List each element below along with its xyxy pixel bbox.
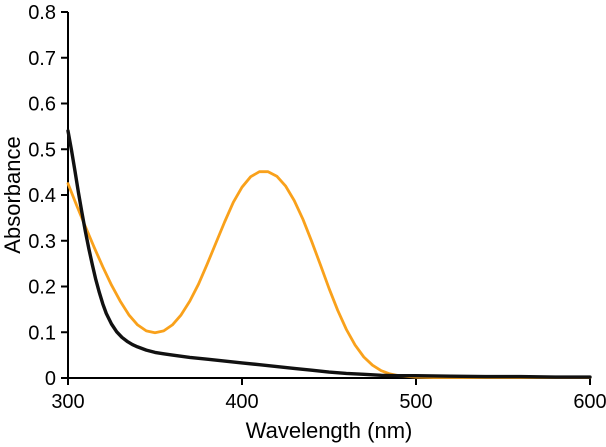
x-tick-label: 300	[51, 391, 84, 413]
y-tick-label: 0.4	[28, 185, 56, 207]
y-tick-label: 0.3	[28, 231, 56, 253]
y-tick-label: 0.2	[28, 277, 56, 299]
black-spectrum-line	[66, 129, 592, 379]
plot-layer: 0 0.1 0.2 0.3 0.4 0.5 0.6 0.7 0.8 300 400 500 600	[28, 2, 606, 413]
y-tick-label: 0.8	[28, 2, 56, 24]
x-tick-label: 600	[573, 391, 606, 413]
x-tick-label: 400	[225, 391, 258, 413]
x-tick-label: 500	[399, 391, 432, 413]
orange-spectrum-line	[66, 170, 592, 379]
y-tick-label: 0.1	[28, 322, 56, 344]
y-tick-label: 0.5	[28, 139, 56, 161]
y-axis-title: Absorbance	[0, 136, 25, 253]
y-tick-label: 0	[45, 368, 56, 390]
y-tick-label: 0.6	[28, 94, 56, 116]
x-axis-title: Wavelength (nm)	[246, 418, 413, 443]
y-tick-label: 0.7	[28, 48, 56, 70]
